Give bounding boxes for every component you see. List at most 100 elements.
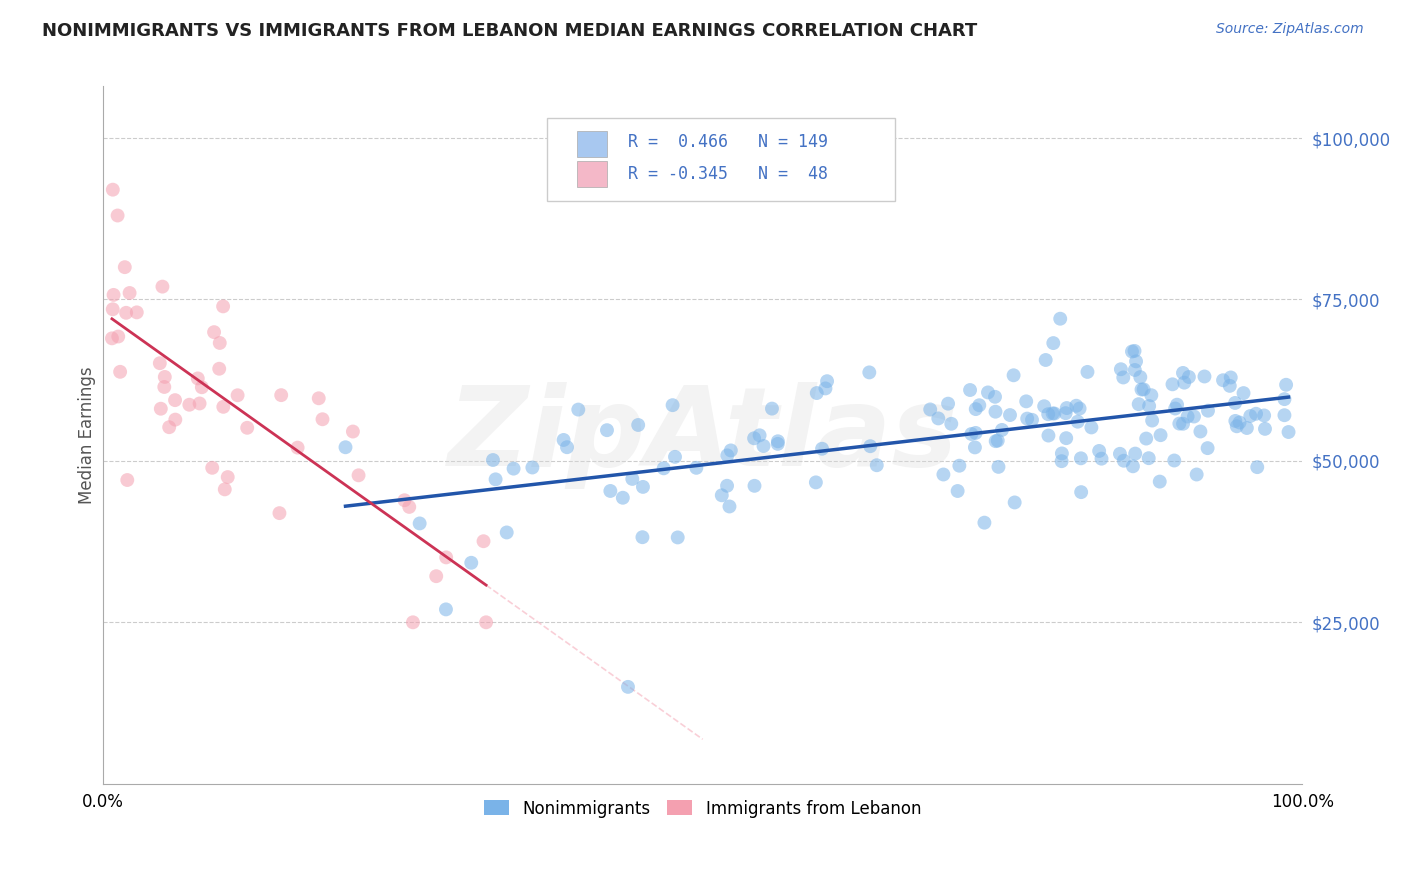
Point (1035, 353, 1057, 368)
Legend: Nonimmigrants, Immigrants from Lebanon: Nonimmigrants, Immigrants from Lebanon (478, 793, 928, 824)
Point (858, 365, 880, 379)
Point (394, 493, 416, 508)
Point (157, 420, 180, 434)
Point (434, 602, 457, 616)
Point (1173, 376, 1195, 390)
Point (927, 411, 949, 425)
Point (1002, 368, 1025, 383)
Point (1070, 485, 1092, 500)
Point (107, 209, 129, 223)
Point (101, 331, 124, 345)
Point (149, 401, 172, 416)
Point (1056, 401, 1078, 415)
Text: NONIMMIGRANTS VS IMMIGRANTS FROM LEBANON MEDIAN EARNINGS CORRELATION CHART: NONIMMIGRANTS VS IMMIGRANTS FROM LEBANON… (42, 22, 977, 40)
Point (1274, 392, 1296, 406)
Point (1197, 441, 1219, 455)
Point (502, 461, 524, 475)
Point (107, 329, 129, 343)
Point (804, 475, 827, 490)
Point (408, 516, 430, 531)
Point (716, 479, 738, 493)
Point (212, 400, 235, 414)
Point (984, 434, 1007, 449)
Point (627, 417, 650, 432)
Point (1219, 379, 1241, 393)
Point (115, 306, 138, 320)
Point (179, 398, 201, 412)
Point (1274, 408, 1296, 422)
Point (1054, 406, 1077, 420)
Point (1109, 447, 1132, 461)
Point (1149, 475, 1171, 489)
Point (766, 434, 789, 449)
Point (752, 439, 775, 453)
Point (946, 483, 969, 498)
Point (1069, 401, 1091, 416)
Point (744, 479, 766, 493)
Point (108, 365, 131, 379)
Point (1182, 409, 1205, 424)
Point (718, 500, 741, 514)
Point (1140, 388, 1163, 402)
Point (484, 472, 506, 486)
Point (666, 530, 689, 544)
Point (720, 443, 742, 458)
Point (661, 398, 683, 412)
Point (1254, 422, 1277, 436)
Point (101, 302, 124, 317)
Point (1212, 373, 1234, 387)
Point (1219, 370, 1241, 384)
Point (555, 440, 578, 454)
Point (652, 461, 675, 475)
Point (208, 335, 231, 350)
Point (153, 370, 176, 384)
Point (1253, 409, 1275, 423)
Point (460, 556, 482, 570)
Point (965, 425, 987, 440)
Point (815, 374, 838, 388)
Point (191, 380, 214, 394)
Point (1050, 446, 1073, 460)
Point (522, 460, 544, 475)
Point (1122, 459, 1144, 474)
Point (1017, 411, 1039, 425)
Point (1064, 399, 1087, 413)
FancyBboxPatch shape (576, 161, 607, 187)
Point (1123, 343, 1146, 358)
Point (1236, 421, 1258, 435)
Point (311, 412, 333, 426)
Point (969, 398, 991, 412)
Point (1090, 451, 1112, 466)
Point (1140, 413, 1163, 427)
Point (987, 434, 1010, 448)
Point (1197, 403, 1219, 417)
Point (1067, 415, 1090, 429)
Point (761, 401, 783, 416)
Point (748, 428, 770, 442)
Point (187, 371, 209, 385)
Point (1033, 399, 1056, 413)
Point (1166, 398, 1188, 412)
Point (1038, 428, 1060, 442)
Point (866, 458, 889, 473)
Point (1135, 432, 1157, 446)
Point (103, 288, 125, 302)
Point (631, 530, 654, 544)
Point (118, 285, 141, 300)
Point (553, 433, 575, 447)
Point (1042, 336, 1064, 351)
Point (596, 423, 619, 437)
Point (1171, 366, 1194, 380)
Text: R = -0.345   N =  48: R = -0.345 N = 48 (628, 164, 828, 183)
Point (226, 388, 249, 402)
Point (342, 425, 364, 439)
Point (165, 412, 187, 426)
Point (1226, 419, 1249, 434)
Point (621, 472, 644, 486)
Point (959, 383, 981, 397)
Point (347, 468, 370, 483)
Point (1171, 417, 1194, 431)
Point (101, 183, 124, 197)
Y-axis label: Median Earnings: Median Earnings (79, 367, 96, 504)
Text: Source: ZipAtlas.com: Source: ZipAtlas.com (1216, 22, 1364, 37)
